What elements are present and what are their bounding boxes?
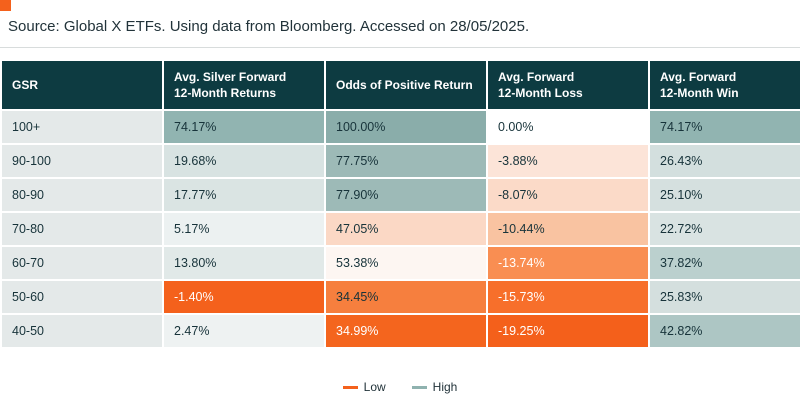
header-gsr: GSR (2, 61, 162, 110)
data-cell: 13.80% (164, 247, 324, 280)
data-cell: 17.77% (164, 179, 324, 212)
gsr-cell: 90-100 (2, 145, 162, 178)
data-cell: 100.00% (326, 111, 486, 144)
data-cell: 2.47% (164, 315, 324, 348)
data-cell: 37.82% (650, 247, 800, 280)
gsr-cell: 80-90 (2, 179, 162, 212)
header-avg-forward-loss: Avg. Forward 12-Month Loss (488, 61, 648, 110)
data-cell: 22.72% (650, 213, 800, 246)
table-row: 80-90 17.77% 77.90% -8.07% 25.10% (2, 179, 800, 212)
data-cell: 26.43% (650, 145, 800, 178)
data-cell: 19.68% (164, 145, 324, 178)
data-cell: 5.17% (164, 213, 324, 246)
data-cell: 42.82% (650, 315, 800, 348)
header-avg-silver-forward-returns: Avg. Silver Forward 12-Month Returns (164, 61, 324, 110)
table-row: 70-80 5.17% 47.05% -10.44% 22.72% (2, 213, 800, 246)
data-cell: -13.74% (488, 247, 648, 280)
data-cell: 47.05% (326, 213, 486, 246)
high-swatch-icon (411, 385, 427, 389)
table-body: 100+ 74.17% 100.00% 0.00% 74.17% 90-100 19.68%… (2, 111, 800, 348)
legend-item-high: High (411, 380, 458, 394)
gsr-cell: 60-70 (2, 247, 162, 280)
data-cell: 77.75% (326, 145, 486, 178)
low-swatch-icon (342, 385, 358, 389)
data-cell: 25.83% (650, 281, 800, 314)
gsr-cell: 50-60 (2, 281, 162, 314)
data-cell: -19.25% (488, 315, 648, 348)
legend-label-low: Low (363, 380, 386, 394)
data-cell: 53.38% (326, 247, 486, 280)
header-odds-positive-return: Odds of Positive Return (326, 61, 486, 110)
data-cell: 74.17% (164, 111, 324, 144)
legend-item-low: Low (342, 380, 386, 394)
table-row: 90-100 19.68% 77.75% -3.88% 26.43% (2, 145, 800, 178)
table-row: 60-70 13.80% 53.38% -13.74% 37.82% (2, 247, 800, 280)
data-cell: -15.73% (488, 281, 648, 314)
legend-label-high: High (432, 380, 458, 394)
data-cell: 0.00% (488, 111, 648, 144)
table-row: 100+ 74.17% 100.00% 0.00% 74.17% (2, 111, 800, 144)
header-avg-forward-win: Avg. Forward 12-Month Win (650, 61, 800, 110)
data-cell: 77.90% (326, 179, 486, 212)
data-cell: 74.17% (650, 111, 800, 144)
table-row: 50-60 -1.40% 34.45% -15.73% 25.83% (2, 281, 800, 314)
gsr-cell: 40-50 (2, 315, 162, 348)
heatmap-table: GSR Avg. Silver Forward 12-Month Returns… (0, 59, 800, 349)
divider (0, 47, 800, 48)
data-cell: 25.10% (650, 179, 800, 212)
data-cell: -8.07% (488, 179, 648, 212)
gsr-cell: 100+ (2, 111, 162, 144)
brand-mark (0, 0, 11, 11)
data-cell: 34.99% (326, 315, 486, 348)
gsr-cell: 70-80 (2, 213, 162, 246)
data-cell: -1.40% (164, 281, 324, 314)
data-cell: -10.44% (488, 213, 648, 246)
legend: Low High (0, 380, 800, 394)
table-row: 40-50 2.47% 34.99% -19.25% 42.82% (2, 315, 800, 348)
table-header: GSR Avg. Silver Forward 12-Month Returns… (2, 61, 800, 110)
source-line: Source: Global X ETFs. Using data from B… (8, 18, 530, 35)
data-cell: -3.88% (488, 145, 648, 178)
header-row: GSR Avg. Silver Forward 12-Month Returns… (2, 61, 800, 110)
data-cell: 34.45% (326, 281, 486, 314)
